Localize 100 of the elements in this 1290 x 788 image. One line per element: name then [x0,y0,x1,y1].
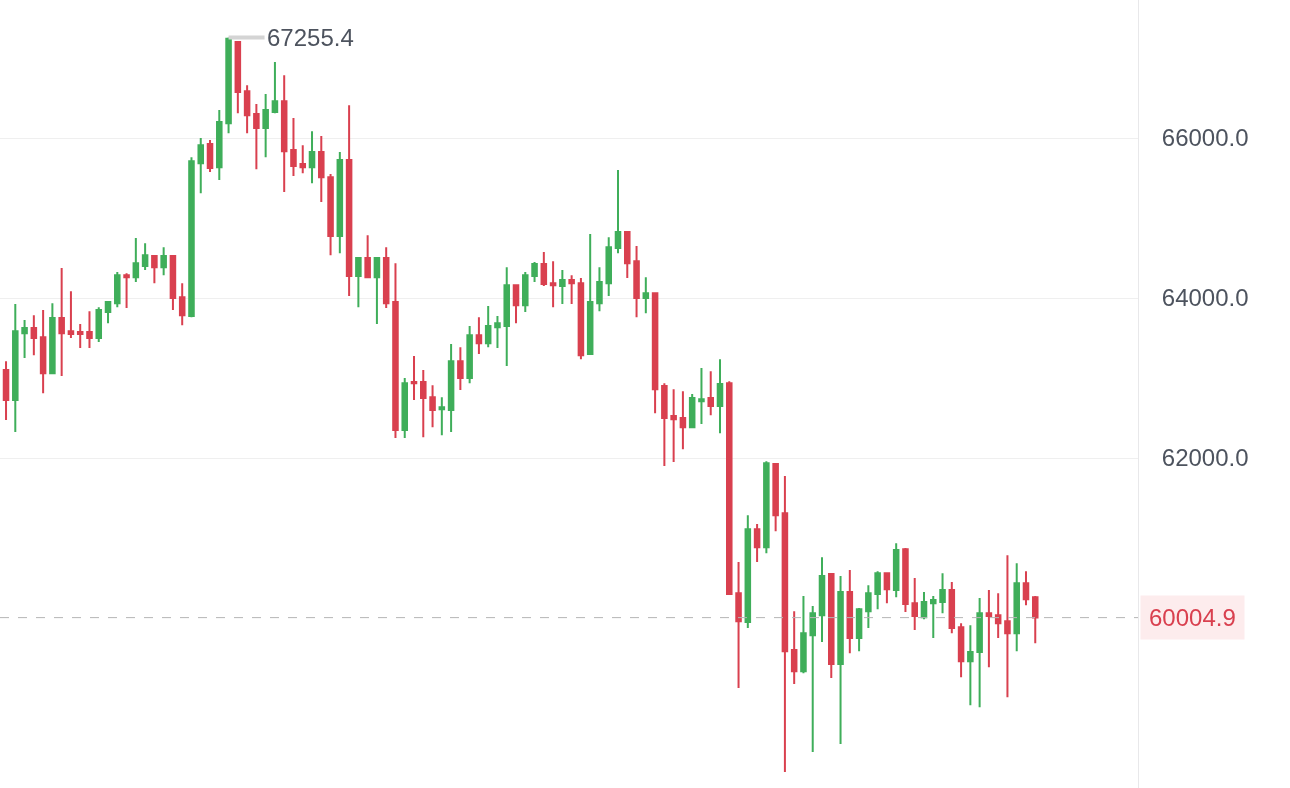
candlestick [1004,554,1011,699]
candlestick [1031,595,1039,645]
candlestick [911,577,918,631]
candlestick [744,514,752,629]
candlestick [624,230,631,279]
ref-line-label: 60004.9 [1149,604,1236,631]
candlestick [318,135,325,203]
candlestick [596,266,603,313]
candlestick [809,605,816,753]
candlestick [447,343,455,433]
candlestick [865,584,872,629]
candlestick [726,380,733,595]
candlestick [420,369,427,439]
y-tick-label: 62000.0 [1161,444,1249,472]
candlestick [957,622,965,679]
candlestick [735,561,742,689]
candlestick [299,144,307,175]
candlestick [1013,562,1020,653]
candlestick [549,260,557,309]
candlestick [605,236,612,297]
candlestick [95,306,103,343]
candlestick [763,460,770,555]
candlestick [939,572,946,615]
candlestick [253,103,260,171]
candlestick [698,367,705,425]
candlestick [651,292,659,415]
candlestick [151,254,158,285]
candlestick [429,384,436,429]
candlestick [475,316,483,355]
candlestick [790,610,798,685]
candlestick [800,595,807,675]
candlestick [169,254,177,311]
candlestick [818,556,826,643]
candlestick [104,300,112,325]
candlestick [883,572,891,605]
candlestick [892,542,900,599]
candlestick [568,274,575,305]
candlestick [512,284,520,325]
candlestick [688,393,696,429]
candlestick [373,257,381,325]
candlestick [308,130,316,185]
candlestick [21,319,28,359]
candlestick [206,139,214,173]
candlestick [114,271,121,309]
candlestick [336,151,344,255]
candlestick [382,246,390,309]
candlestick [58,267,65,377]
candlestick [837,575,844,745]
candlestick [929,595,937,639]
candlestick [49,302,56,375]
candlestick [716,358,724,435]
candlestick [141,242,149,271]
candlestick [707,370,714,417]
candlestick [438,396,446,437]
candlestick [976,597,983,709]
candlestick [457,346,464,391]
candlestick [345,104,353,297]
candlestick [216,109,223,181]
candlestick [484,305,492,349]
candlestick [243,84,251,135]
candlestick [828,572,835,679]
candlestick [920,591,928,621]
candlestick [466,325,473,385]
candlestick [948,581,956,635]
candlestick [39,309,47,395]
candlestick [225,36,232,135]
annotation: 67255.4 [267,24,354,51]
candlestick [661,382,668,467]
candlestick [772,462,779,533]
candlestick [2,360,10,421]
candlestick [967,624,974,707]
candlestick [985,589,993,669]
candlestick [855,607,863,653]
candlestick [633,245,640,319]
candlestick [559,269,566,305]
candlestick [531,261,538,283]
candlestick [670,388,677,463]
candlestick [262,93,269,159]
candlestick [874,570,881,611]
candlestick [123,272,130,309]
candlestick [188,156,195,319]
candlestick [503,266,511,367]
y-tick-label: 66000.0 [1161,124,1249,152]
candlestick [614,169,622,255]
candlestick [392,262,399,439]
candlestick [846,569,854,655]
candlestick [781,475,789,773]
candlestick [401,377,409,439]
candlestick [234,40,242,115]
candlestick [1022,570,1030,607]
candlestick [160,246,167,277]
candlestick [522,271,529,313]
candlestick [494,315,501,349]
candlestick [577,277,585,361]
candlestick [642,276,650,315]
candlestick [994,592,1002,639]
candlestick [132,237,140,283]
candlestick [410,355,418,401]
candlestick [679,390,687,451]
candlestick [12,303,19,433]
